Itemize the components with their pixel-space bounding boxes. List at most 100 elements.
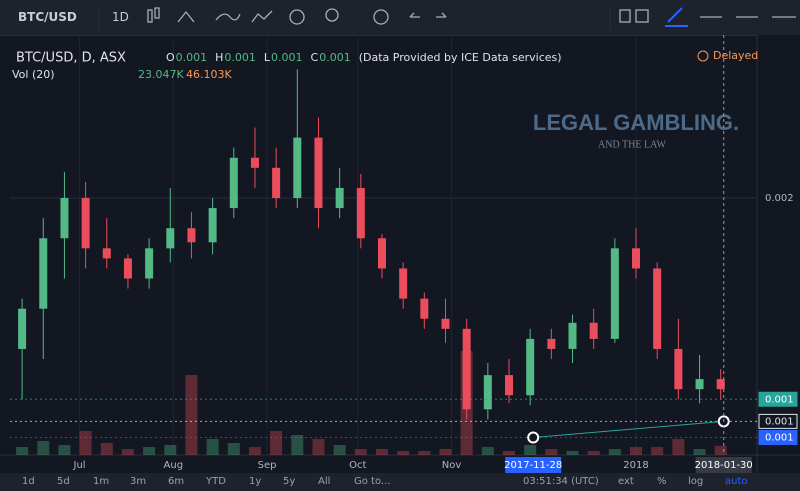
candle-body — [208, 208, 217, 243]
x-tick-label: 2018 — [623, 460, 648, 471]
candle-body — [716, 379, 725, 390]
legend-text: (Data Provided by ICE Data services) — [359, 51, 562, 64]
candle-body — [674, 348, 683, 390]
legend-text: 0.001 — [224, 51, 256, 64]
legend-text: 23.047K — [138, 68, 184, 81]
range-button[interactable]: 5d — [57, 476, 70, 487]
candle-body — [420, 298, 429, 319]
scale-option[interactable]: log — [688, 476, 704, 487]
volume-bar — [16, 447, 29, 455]
candle-body — [610, 248, 619, 339]
legend-text: L — [264, 51, 271, 64]
legend-text: 46.103K — [186, 68, 232, 81]
candle-body — [166, 228, 175, 249]
x-tick-label: Oct — [349, 460, 366, 471]
volume-bar — [524, 445, 537, 455]
candle-body — [483, 375, 492, 410]
scale-option[interactable]: auto — [725, 476, 748, 487]
candle-body — [39, 238, 48, 309]
volume-bar — [503, 451, 516, 455]
candle-body — [60, 198, 69, 239]
volume-bar — [37, 441, 50, 455]
volume-bar — [354, 449, 367, 455]
watermark: LEGAL GAMBLING. — [533, 110, 739, 135]
range-button[interactable]: 5y — [283, 476, 296, 487]
volume-bar — [291, 435, 304, 455]
legend-text: O — [166, 51, 175, 64]
clock: 03:51:34 (UTC) — [523, 476, 599, 487]
x-tick-label: Jul — [73, 460, 86, 471]
candle-body — [187, 228, 196, 243]
range-button[interactable]: YTD — [206, 476, 226, 487]
watermark: AND THE LAW — [598, 139, 666, 150]
volume-bar — [270, 431, 283, 455]
candle-body — [695, 379, 704, 390]
price-badge — [758, 413, 798, 429]
volume-bar — [375, 449, 388, 455]
trend-handle — [527, 431, 540, 444]
volume-bar — [439, 449, 452, 455]
candle-body — [632, 248, 641, 269]
price-axis — [757, 35, 800, 473]
scale-option[interactable]: % — [657, 476, 667, 487]
candle-body — [377, 238, 386, 269]
range-button[interactable]: 1d — [22, 476, 35, 487]
icon — [436, 12, 447, 18]
volume-bar — [566, 451, 579, 455]
legend-text: C — [311, 51, 319, 64]
bottom-bar: 1d 5d 1m 3m 6m YTD 1y 5y All Go to... 03:51:34 (UT… — [0, 473, 800, 491]
price-badge — [758, 429, 798, 445]
volume-bar — [397, 451, 410, 455]
volume-bar — [630, 447, 643, 455]
icon — [619, 9, 631, 23]
volume-bar — [164, 445, 177, 455]
candle-body — [441, 318, 450, 329]
range-button[interactable]: Go to... — [354, 476, 391, 487]
price-badge-label: 0.001 — [765, 432, 794, 443]
chart: 0.002 Jul Aug Sep Oct Nov 2018 LEGAL GAMBLING. A… — [0, 35, 800, 473]
range-button[interactable]: 1m — [93, 476, 110, 487]
volume-bar — [121, 449, 134, 455]
range-button[interactable]: 1y — [249, 476, 262, 487]
icon — [409, 12, 420, 18]
volume-bar — [545, 449, 558, 455]
volume-bar — [418, 451, 431, 455]
scale-option[interactable]: ext — [618, 476, 634, 487]
range-button[interactable]: All — [318, 476, 331, 487]
candle-body — [18, 308, 27, 349]
volume-bar — [248, 447, 261, 455]
candle-body — [250, 157, 259, 168]
range-button[interactable]: 3m — [130, 476, 147, 487]
price-badge-label: 0.001 — [765, 394, 794, 405]
icon — [325, 8, 339, 22]
candle-body — [505, 375, 514, 396]
volume-bar — [608, 449, 621, 455]
candle-body — [81, 198, 90, 249]
candle-body — [589, 322, 598, 339]
icon — [215, 13, 241, 21]
volume-bar — [312, 439, 325, 455]
icon — [667, 7, 683, 23]
range-button[interactable]: 6m — [168, 476, 185, 487]
legend-text: 0.001 — [176, 51, 208, 64]
candle-body — [653, 268, 662, 349]
legend-text: H — [215, 51, 223, 64]
candle-body — [102, 248, 111, 259]
candle-body — [399, 268, 408, 299]
x-tick-label: Aug — [164, 460, 184, 471]
volume-bar — [58, 445, 71, 455]
interval[interactable]: 1D — [112, 10, 129, 24]
volume-bar — [333, 445, 346, 455]
icon — [147, 9, 153, 23]
candle-body — [229, 157, 238, 209]
toolbar: BTC/USD 1D — [0, 0, 800, 36]
volume-bar — [481, 447, 494, 455]
legend-text: 0.001 — [319, 51, 351, 64]
symbol[interactable]: BTC/USD — [18, 10, 77, 24]
icon — [289, 9, 305, 25]
volume-bar — [651, 447, 664, 455]
candle-body — [123, 258, 132, 279]
candle-body — [272, 167, 281, 199]
candle-body — [547, 338, 556, 349]
volume-bar — [79, 431, 92, 455]
